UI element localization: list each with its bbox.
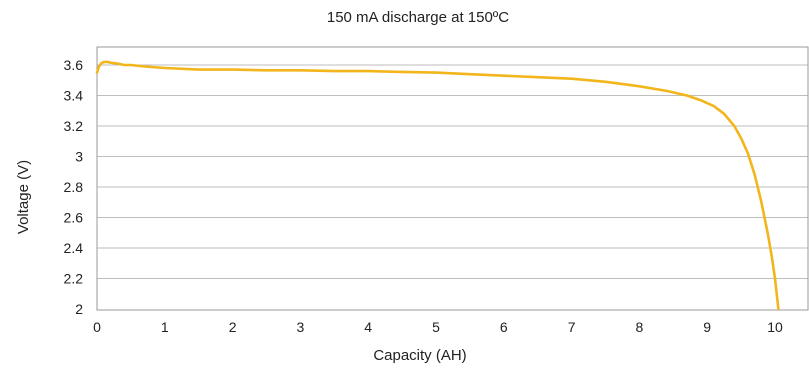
y-tick-label: 2 bbox=[75, 301, 83, 317]
chart-title: 150 mA discharge at 150ºC bbox=[327, 9, 509, 26]
x-axis-tick-labels: 0 1 2 3 4 5 6 7 8 9 10 bbox=[93, 319, 783, 335]
y-tick-label: 2.2 bbox=[64, 271, 84, 287]
x-tick-label: 0 bbox=[93, 319, 101, 335]
y-tick-label: 3.2 bbox=[64, 118, 84, 134]
x-tick-label: 9 bbox=[703, 319, 711, 335]
y-tick-label: 3.4 bbox=[64, 88, 84, 104]
x-tick-label: 7 bbox=[568, 319, 576, 335]
x-tick-label: 6 bbox=[500, 319, 508, 335]
grid-lines bbox=[97, 64, 808, 279]
x-tick-label: 10 bbox=[767, 319, 783, 335]
voltage-series-line bbox=[95, 60, 780, 311]
y-tick-label: 3.6 bbox=[64, 57, 84, 73]
x-tick-label: 5 bbox=[432, 319, 440, 335]
y-axis-label: Voltage (V) bbox=[15, 160, 32, 234]
y-tick-label: 2.6 bbox=[64, 210, 84, 226]
y-tick-label: 2.4 bbox=[64, 240, 84, 256]
x-tick-label: 3 bbox=[297, 319, 305, 335]
plot-border bbox=[96, 46, 809, 311]
x-tick-label: 8 bbox=[636, 319, 644, 335]
y-tick-label: 2.8 bbox=[64, 179, 84, 195]
y-axis-tick-labels: 2 2.2 2.4 2.6 2.8 3 3.2 3.4 3.6 bbox=[64, 57, 84, 317]
x-tick-label: 1 bbox=[161, 319, 169, 335]
x-tick-label: 4 bbox=[364, 319, 372, 335]
y-tick-label: 3 bbox=[75, 149, 83, 165]
x-axis-label: Capacity (AH) bbox=[373, 347, 466, 364]
x-tick-label: 2 bbox=[229, 319, 237, 335]
